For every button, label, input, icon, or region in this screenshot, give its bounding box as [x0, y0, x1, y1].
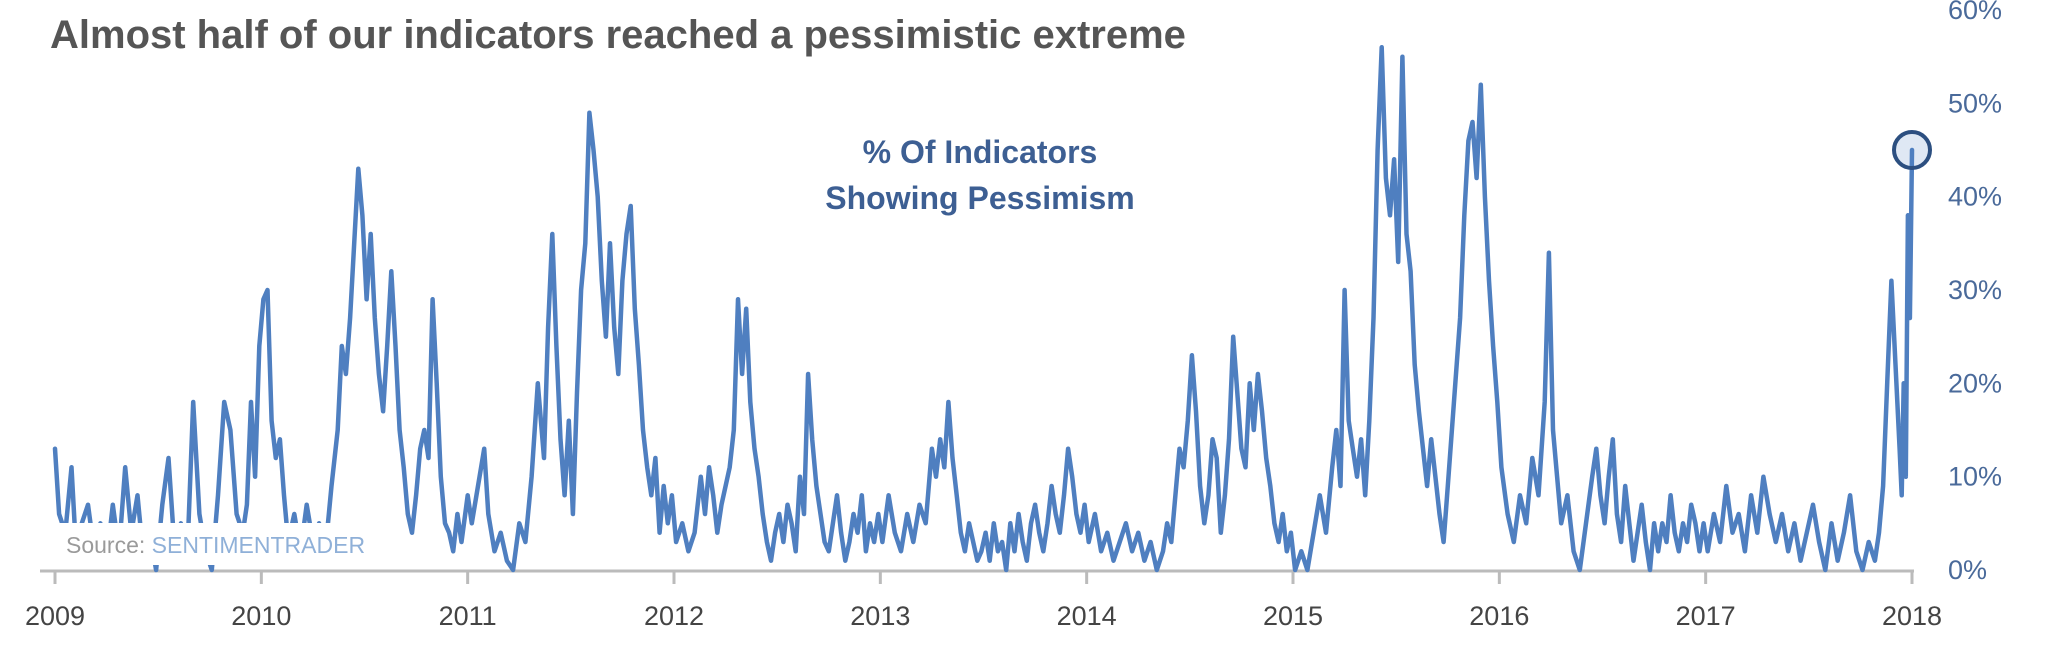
y-tick-label: 40% [1948, 182, 2002, 212]
x-tick-label: 2012 [644, 601, 704, 631]
series-line [52, 45, 1915, 573]
y-tick-label: 60% [1948, 0, 2002, 25]
x-tick-label: 2009 [25, 601, 85, 631]
x-tick-label: 2017 [1676, 601, 1736, 631]
source-brand: SENTIMENTRADER [152, 532, 365, 558]
chart-title: Almost half of our indicators reached a … [50, 13, 1186, 57]
source-prefix: Source: [66, 532, 152, 558]
latest-value-marker [1892, 130, 1932, 170]
x-tick-label: 2018 [1882, 601, 1942, 631]
y-tick-label: 50% [1948, 88, 2002, 118]
x-tick-label: 2011 [439, 601, 497, 631]
x-tick-label: 2014 [1057, 601, 1117, 631]
x-tick-label: 2013 [850, 601, 910, 631]
x-tick-label: 2015 [1263, 601, 1323, 631]
series-label-line-1: % Of Indicators [863, 134, 1098, 170]
source-note: Source: SENTIMENTRADER [66, 532, 365, 558]
y-tick-label: 10% [1948, 462, 2002, 492]
source-background [56, 523, 396, 565]
x-tick-label: 2016 [1469, 601, 1529, 631]
x-tick-label: 2010 [231, 601, 291, 631]
series-label-line-2: Showing Pessimism [825, 180, 1134, 216]
y-axis-ticks: 0% 10% 20% 30% 40% 50% 60% [1948, 0, 2002, 585]
y-tick-label: 20% [1948, 368, 2002, 398]
y-tick-label: 30% [1948, 275, 2002, 305]
x-axis-ticks: 2009 2010 2011 2012 2013 2014 2015 2016 2017 2018 [25, 571, 1942, 631]
y-tick-label: 0% [1948, 555, 1987, 585]
